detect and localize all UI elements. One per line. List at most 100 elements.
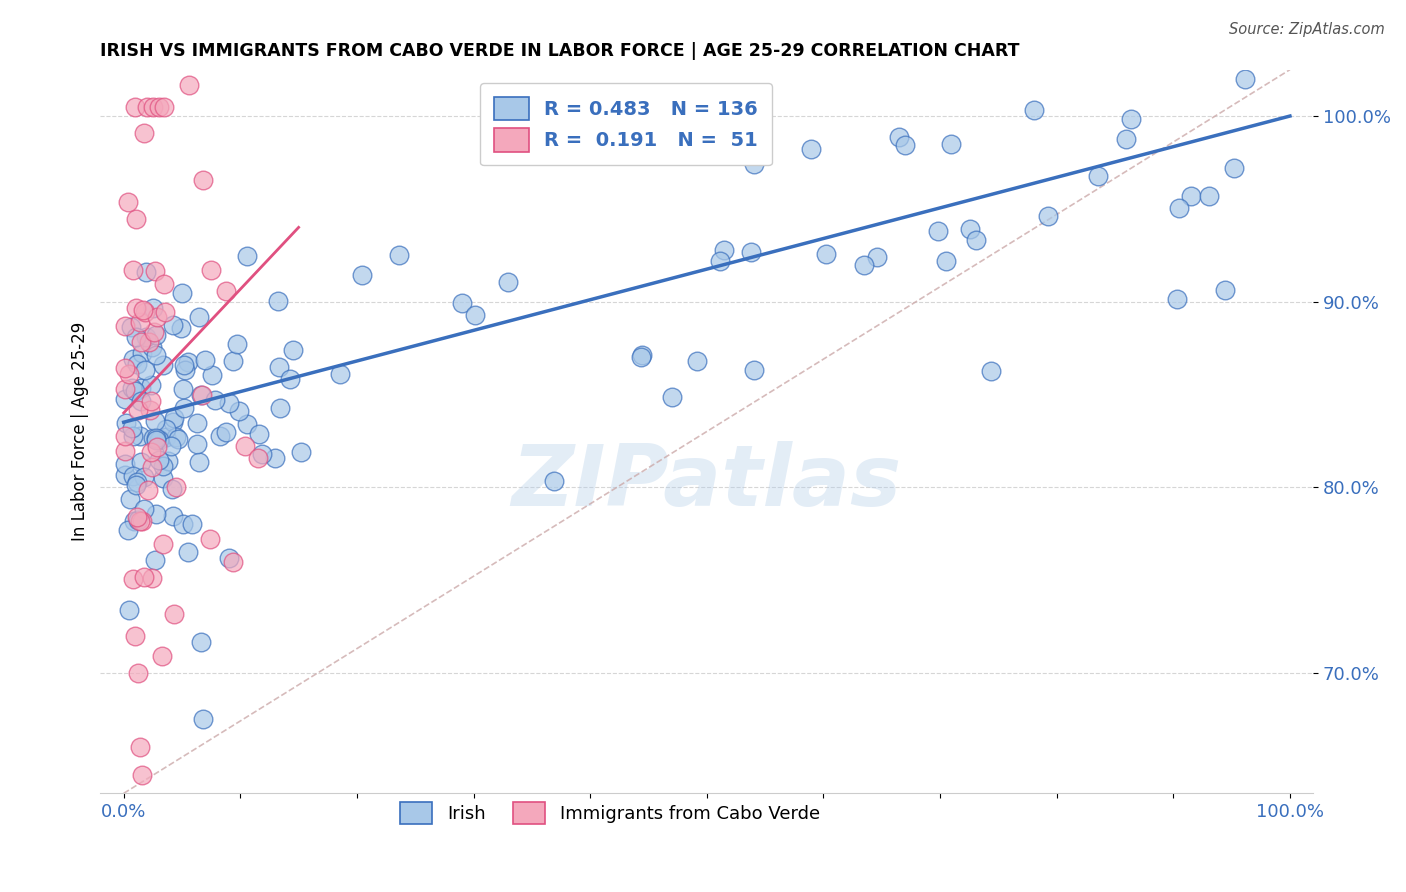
Point	[852, 259, 875, 273]
Point	[464, 308, 486, 322]
Point	[278, 371, 301, 385]
Point	[155, 305, 177, 319]
Point	[143, 325, 166, 339]
Point	[388, 248, 411, 262]
Point	[194, 353, 217, 368]
Point	[200, 263, 222, 277]
Point	[172, 516, 194, 531]
Point	[114, 468, 136, 483]
Point	[187, 310, 209, 324]
Point	[162, 411, 184, 425]
Point	[1115, 132, 1137, 146]
Point	[141, 571, 163, 585]
Point	[128, 315, 150, 329]
Point	[118, 492, 141, 507]
Point	[709, 254, 731, 268]
Point	[134, 363, 156, 377]
Point	[165, 480, 187, 494]
Point	[121, 420, 143, 434]
Point	[134, 304, 156, 318]
Point	[132, 126, 155, 140]
Point	[131, 455, 153, 469]
Point	[181, 517, 204, 532]
Point	[228, 404, 250, 418]
Point	[114, 382, 136, 396]
Point	[631, 348, 654, 362]
Point	[132, 501, 155, 516]
Point	[120, 319, 142, 334]
Point	[121, 263, 143, 277]
Point	[124, 329, 146, 343]
Point	[145, 328, 167, 343]
Point	[125, 301, 148, 316]
Point	[959, 222, 981, 236]
Point	[186, 437, 208, 451]
Point	[893, 138, 915, 153]
Point	[152, 471, 174, 485]
Point	[145, 348, 167, 362]
Point	[236, 417, 259, 431]
Point	[150, 649, 173, 664]
Point	[148, 453, 170, 467]
Point	[118, 603, 141, 617]
Point	[218, 550, 240, 565]
Point	[153, 100, 176, 114]
Point	[269, 359, 291, 374]
Point	[131, 346, 153, 360]
Point	[170, 321, 193, 335]
Point	[114, 392, 136, 406]
Point	[1223, 161, 1246, 175]
Point	[122, 572, 145, 586]
Point	[141, 340, 163, 354]
Point	[146, 441, 169, 455]
Point	[927, 224, 949, 238]
Point	[222, 353, 245, 368]
Point	[138, 403, 160, 417]
Point	[142, 301, 165, 316]
Point	[122, 352, 145, 367]
Point	[156, 454, 179, 468]
Point	[167, 432, 190, 446]
Point	[889, 129, 911, 144]
Point	[187, 455, 209, 469]
Point	[1022, 103, 1045, 117]
Point	[686, 353, 709, 368]
Point	[121, 380, 143, 394]
Point	[129, 428, 152, 442]
Point	[177, 544, 200, 558]
Point	[128, 514, 150, 528]
Point	[138, 335, 160, 350]
Point	[148, 100, 170, 114]
Point	[152, 537, 174, 551]
Point	[941, 136, 963, 151]
Point	[145, 264, 167, 278]
Point	[173, 358, 195, 372]
Point	[177, 78, 200, 92]
Point	[266, 294, 288, 309]
Point	[136, 100, 159, 114]
Point	[114, 444, 136, 458]
Point	[162, 415, 184, 429]
Point	[122, 469, 145, 483]
Point	[134, 570, 156, 584]
Point	[450, 296, 472, 310]
Point	[193, 712, 215, 726]
Point	[139, 378, 162, 392]
Point	[163, 607, 186, 621]
Point	[124, 384, 146, 399]
Point	[125, 475, 148, 489]
Point	[148, 432, 170, 446]
Point	[127, 509, 149, 524]
Point	[1180, 188, 1202, 202]
Point	[247, 451, 270, 466]
Point	[148, 433, 170, 447]
Point	[114, 318, 136, 333]
Point	[117, 195, 139, 210]
Point	[129, 739, 152, 754]
Point	[124, 514, 146, 528]
Point	[215, 285, 238, 299]
Point	[269, 401, 291, 416]
Point	[630, 350, 652, 364]
Point	[290, 444, 312, 458]
Point	[142, 431, 165, 445]
